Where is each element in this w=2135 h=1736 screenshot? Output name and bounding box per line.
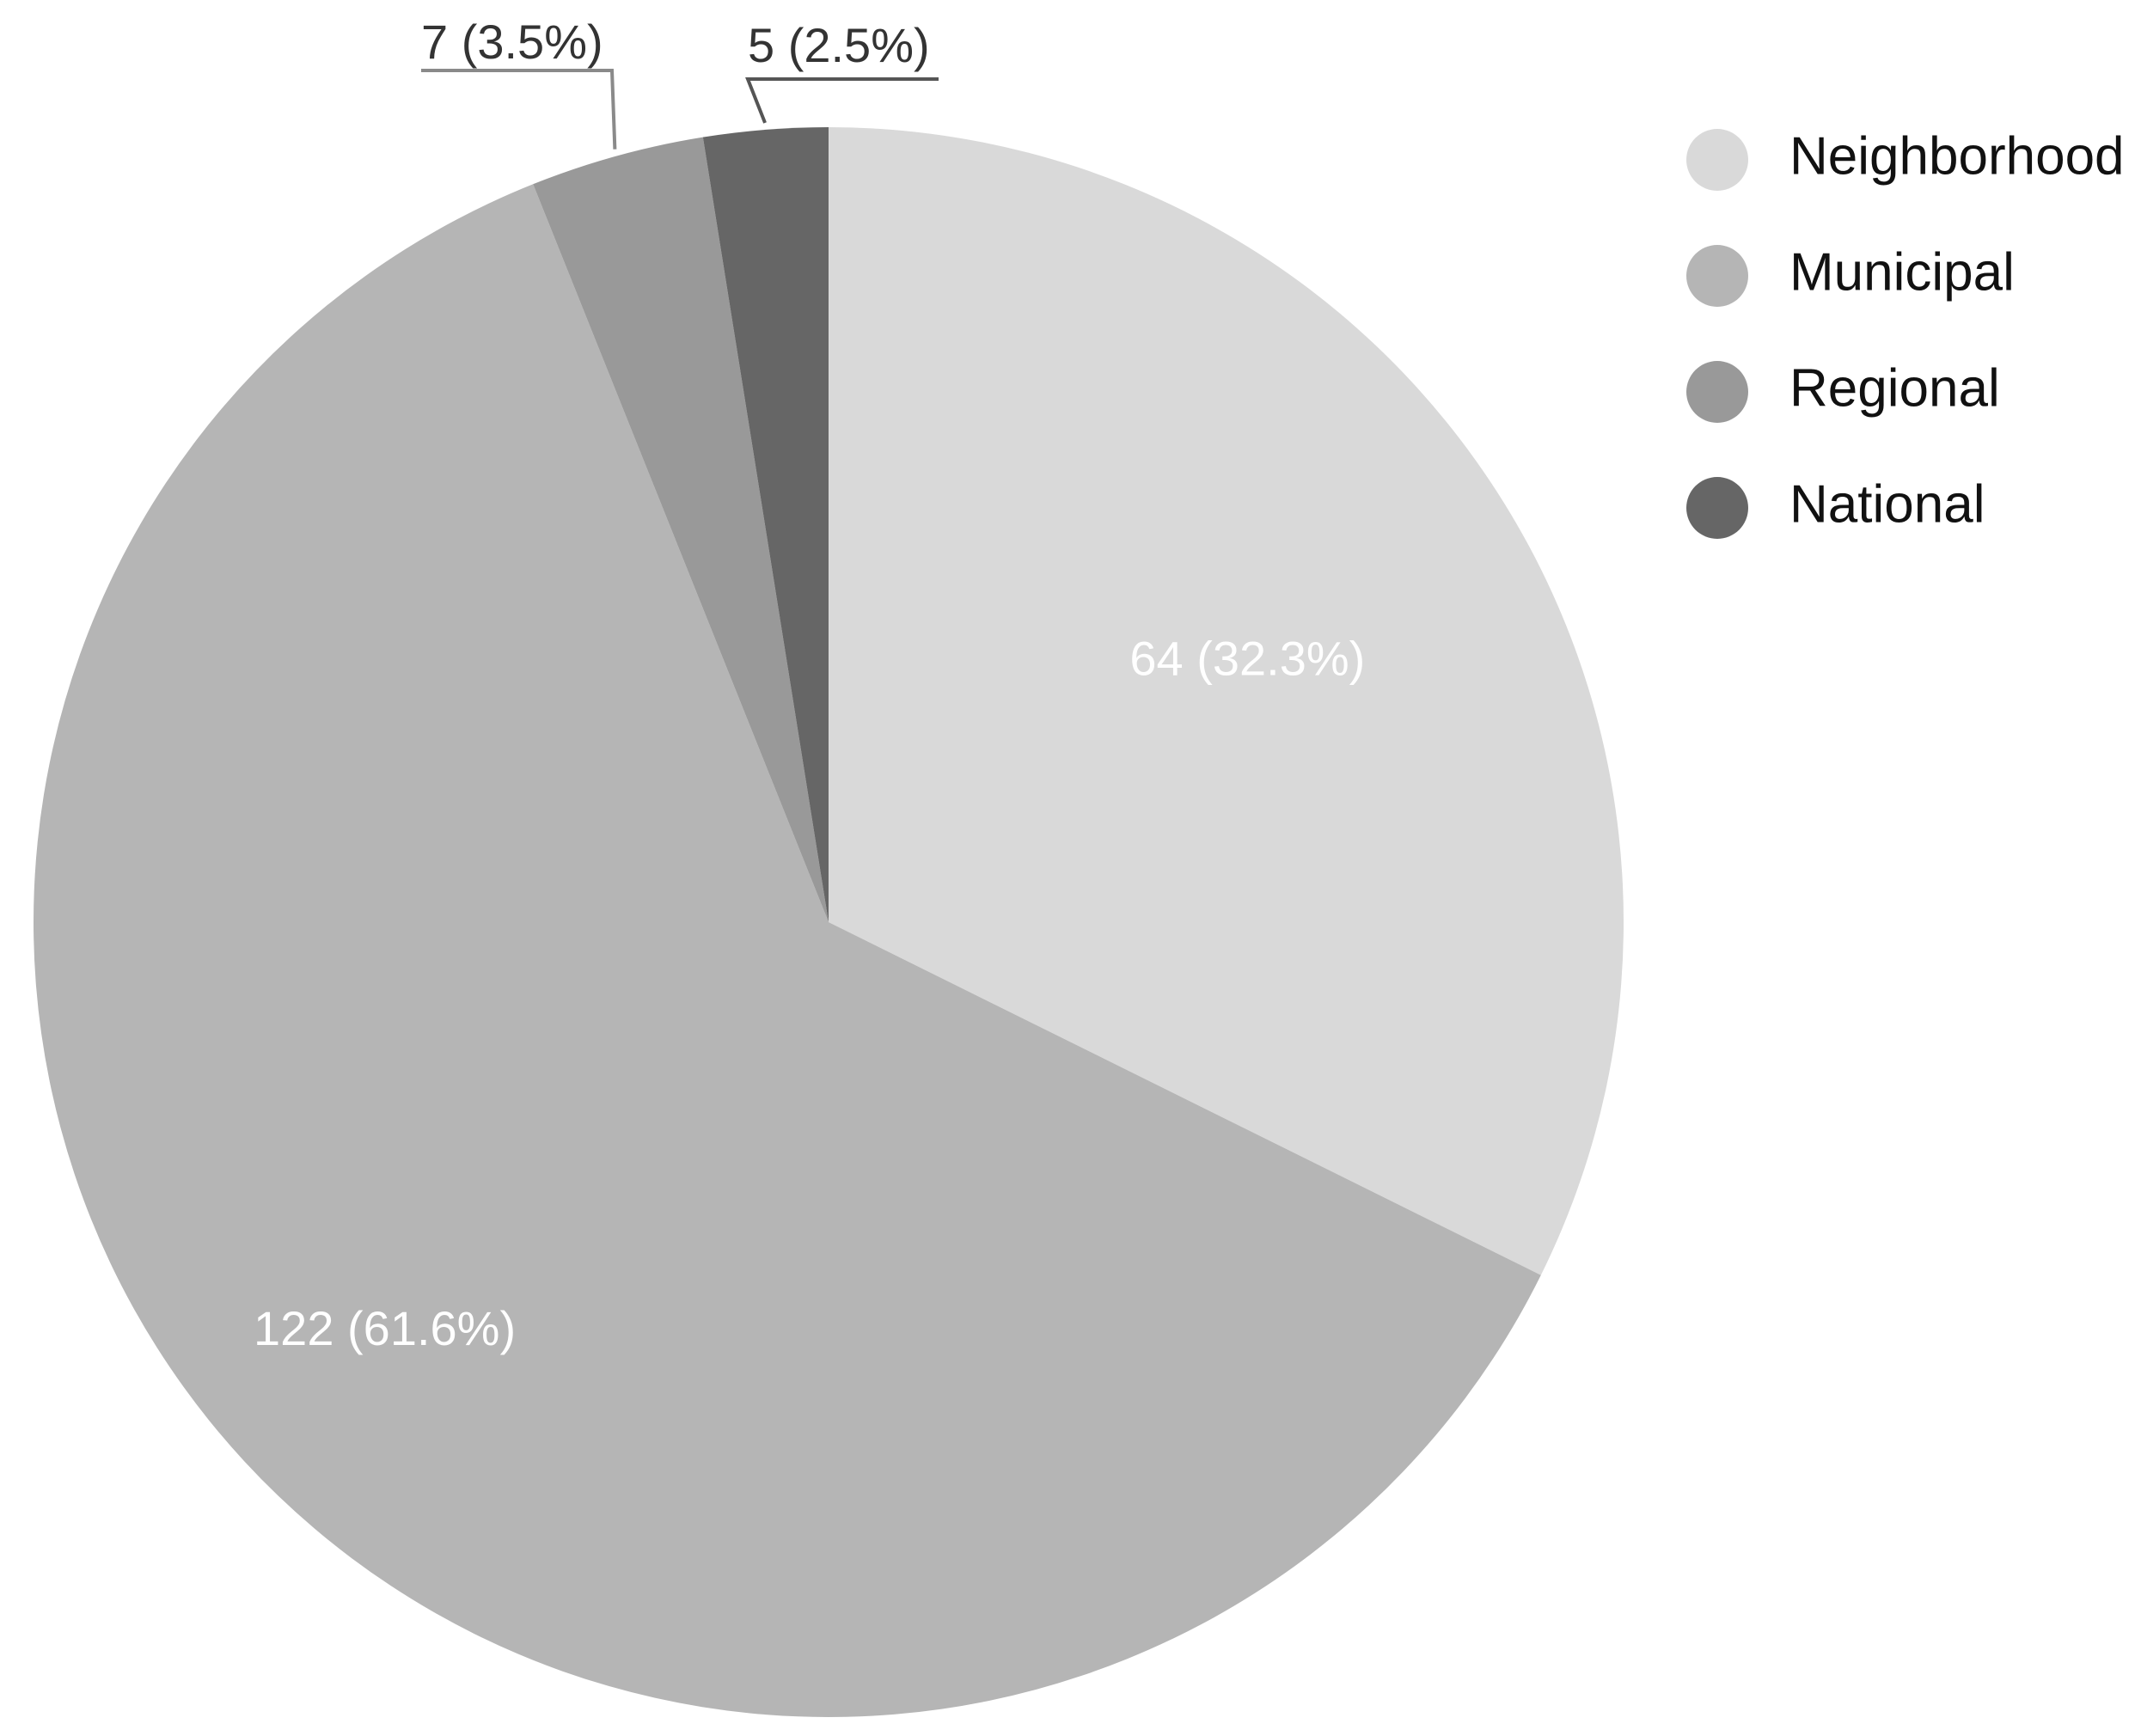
slice-label-neighborhood: 64 (32.3%) bbox=[1129, 631, 1365, 685]
pie-slice-municipal bbox=[33, 184, 1541, 1718]
legend: Neighborhood Municipal Regional National bbox=[1686, 126, 2125, 539]
slice-label-national: 5 (2.5%) bbox=[748, 18, 930, 72]
legend-swatch-national bbox=[1686, 477, 1748, 539]
slice-label-municipal: 122 (61.6%) bbox=[254, 1301, 516, 1355]
legend-swatch-municipal bbox=[1686, 245, 1748, 307]
leader-lines bbox=[421, 69, 939, 150]
legend-label-municipal: Municipal bbox=[1789, 242, 2015, 302]
pie-slices bbox=[33, 127, 1624, 1718]
legend-swatch-neighborhood bbox=[1686, 129, 1748, 191]
legend-swatch-regional bbox=[1686, 361, 1748, 423]
leader-line-national bbox=[745, 77, 939, 124]
legend-label-national: National bbox=[1789, 474, 1985, 534]
legend-label-regional: Regional bbox=[1789, 358, 2000, 418]
slice-labels: 64 (32.3%) 122 (61.6%) 7 (3.5%) 5 (2.5%) bbox=[254, 15, 1365, 1355]
pie-slice-national bbox=[702, 127, 829, 922]
pie-slice-regional bbox=[533, 137, 829, 923]
slice-label-regional: 7 (3.5%) bbox=[421, 15, 603, 69]
legend-label-neighborhood: Neighborhood bbox=[1789, 126, 2125, 186]
leader-line-regional bbox=[421, 69, 617, 150]
pie-slice-neighborhood bbox=[829, 127, 1624, 1275]
